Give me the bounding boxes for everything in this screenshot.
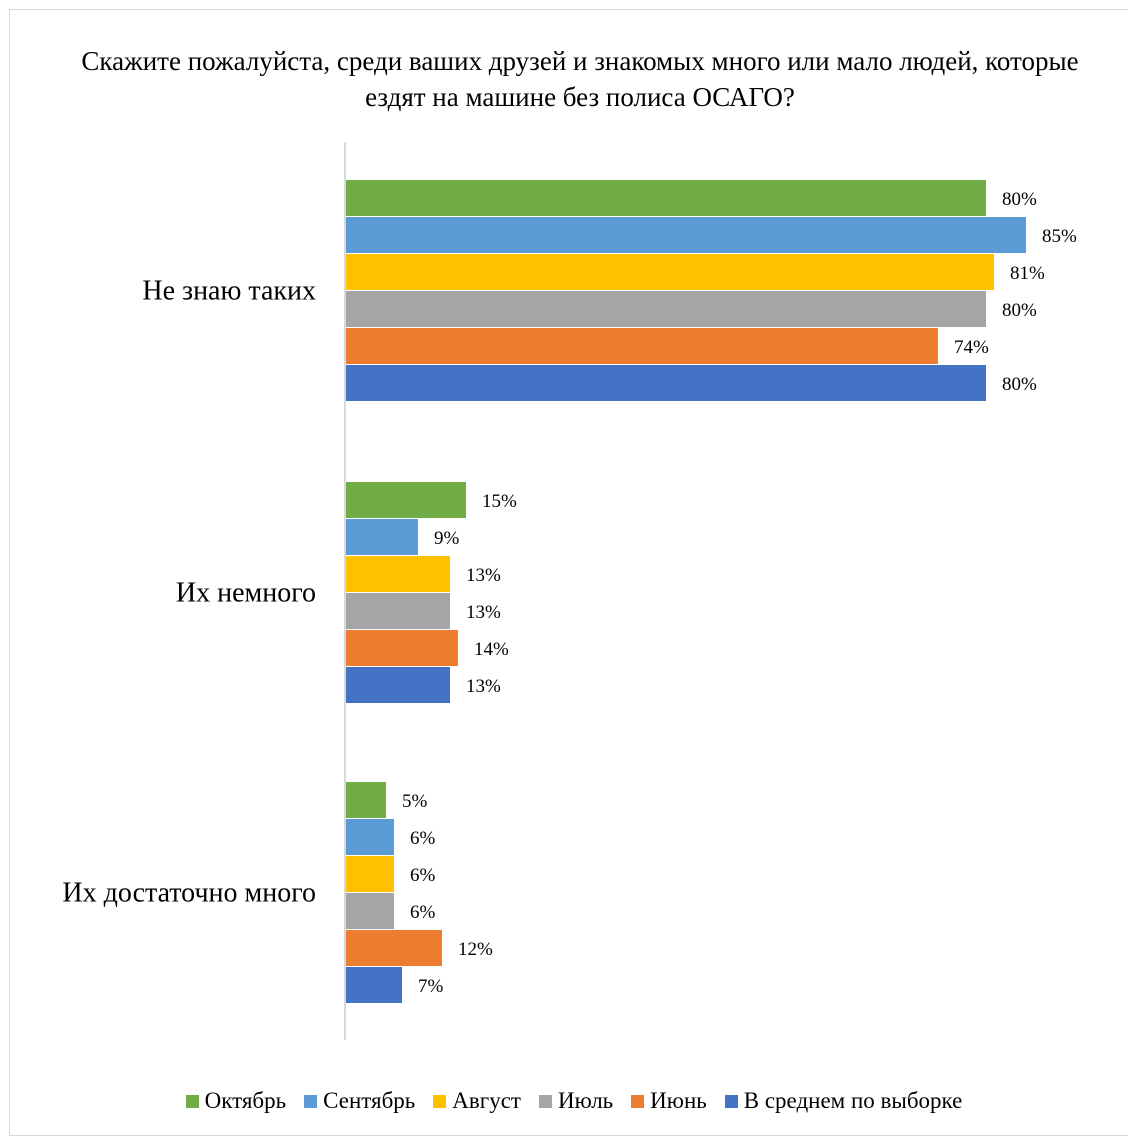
legend-item: В среднем по выборке bbox=[724, 1088, 963, 1114]
bar bbox=[346, 328, 938, 364]
bar bbox=[346, 217, 1026, 253]
bar bbox=[346, 593, 450, 629]
bar bbox=[346, 967, 402, 1003]
legend-swatch bbox=[538, 1094, 552, 1108]
legend-swatch bbox=[433, 1094, 447, 1108]
legend-label: Июль bbox=[557, 1088, 614, 1113]
bar bbox=[346, 856, 394, 892]
data-label: 13% bbox=[466, 676, 501, 697]
bar bbox=[346, 630, 458, 666]
data-label: 81% bbox=[1010, 263, 1045, 284]
legend-item: Октябрь bbox=[185, 1088, 287, 1114]
legend-swatch bbox=[631, 1094, 645, 1108]
bar bbox=[346, 667, 450, 703]
bar bbox=[346, 930, 442, 966]
chart-frame: Скажите пожалуйста, среди ваших друзей и… bbox=[9, 9, 1128, 1136]
data-label: 12% bbox=[458, 939, 493, 960]
data-label: 85% bbox=[1042, 226, 1077, 247]
bar bbox=[346, 893, 394, 929]
data-label: 6% bbox=[410, 828, 436, 849]
bar bbox=[346, 519, 418, 555]
legend-label: Октябрь bbox=[204, 1088, 287, 1113]
legend-item: Июль bbox=[538, 1088, 614, 1114]
data-label: 15% bbox=[482, 491, 517, 512]
legend-item: Сентябрь bbox=[304, 1088, 415, 1114]
data-label: 80% bbox=[1002, 189, 1037, 210]
legend-item: Июнь bbox=[631, 1088, 707, 1114]
bar bbox=[346, 556, 450, 592]
data-label: 7% bbox=[418, 976, 444, 997]
bar bbox=[346, 819, 394, 855]
category-label: Их немного bbox=[176, 578, 316, 609]
data-label: 6% bbox=[410, 902, 436, 923]
legend-label: Август bbox=[452, 1088, 521, 1113]
category-label: Не знаю таких bbox=[142, 276, 316, 307]
bar bbox=[346, 180, 986, 216]
legend-label: Июнь bbox=[650, 1088, 707, 1113]
data-label: 9% bbox=[434, 528, 460, 549]
legend-label: В среднем по выборке bbox=[743, 1088, 963, 1113]
legend-swatch bbox=[304, 1094, 318, 1108]
bar bbox=[346, 365, 986, 401]
data-label: 74% bbox=[954, 337, 989, 358]
legend-item: Август bbox=[433, 1088, 521, 1114]
bar bbox=[346, 291, 986, 327]
legend-swatch bbox=[185, 1094, 199, 1108]
chart-legend: Октябрь Сентябрь Август Июль Июнь В среднем п… bbox=[10, 1088, 1128, 1114]
data-label: 13% bbox=[466, 602, 501, 623]
legend-label: Сентябрь bbox=[323, 1088, 416, 1113]
data-label: 13% bbox=[466, 565, 501, 586]
legend-swatch bbox=[724, 1094, 738, 1108]
bar bbox=[346, 782, 386, 818]
data-label: 80% bbox=[1002, 374, 1037, 395]
data-label: 80% bbox=[1002, 300, 1037, 321]
data-label: 6% bbox=[410, 865, 436, 886]
bar bbox=[346, 482, 466, 518]
chart-title: Скажите пожалуйста, среди ваших друзей и… bbox=[81, 46, 1079, 112]
data-label: 14% bbox=[474, 639, 509, 660]
data-label: 5% bbox=[402, 791, 428, 812]
bar bbox=[346, 254, 994, 290]
category-label: Их достаточно много bbox=[62, 878, 316, 909]
